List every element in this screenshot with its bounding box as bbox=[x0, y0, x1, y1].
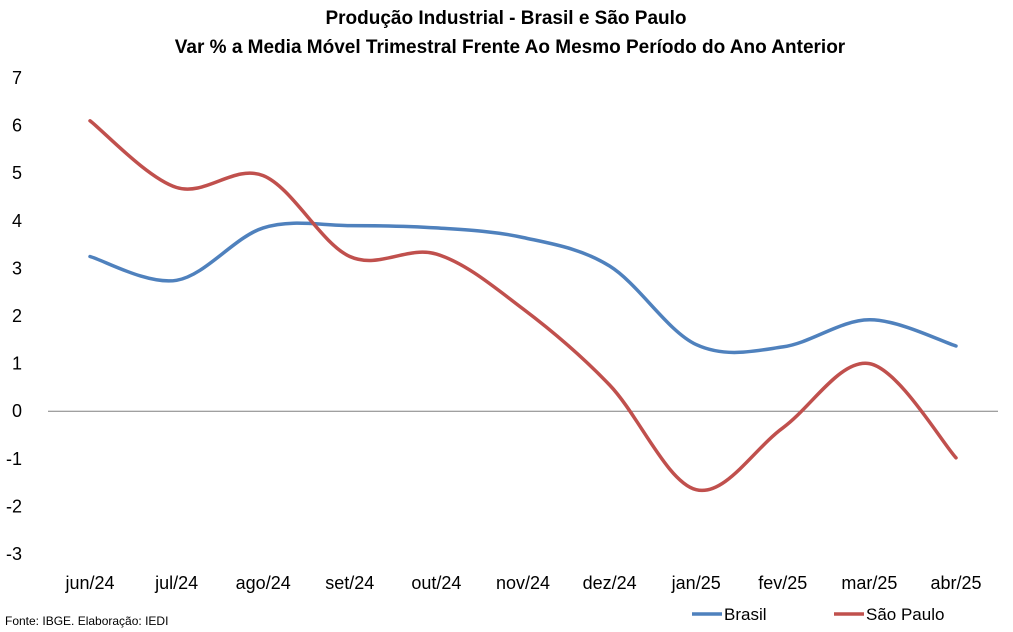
legend-label-sao-paulo: São Paulo bbox=[866, 605, 944, 624]
legend-label-brasil: Brasil bbox=[724, 605, 767, 624]
y-axis-ticks: 7 6 5 4 3 2 1 0 -1 -2 -3 bbox=[6, 68, 22, 564]
y-tick-label: 6 bbox=[12, 116, 22, 136]
x-tick-label: out/24 bbox=[411, 573, 461, 593]
x-tick-label: fev/25 bbox=[758, 573, 807, 593]
x-tick-label: set/24 bbox=[325, 573, 374, 593]
series-lines bbox=[88, 119, 958, 493]
x-tick-label: jun/24 bbox=[64, 573, 114, 593]
series-line-sao-paulo bbox=[88, 119, 958, 493]
y-tick-label: 5 bbox=[12, 163, 22, 183]
y-tick-label: 7 bbox=[12, 68, 22, 88]
x-tick-label: nov/24 bbox=[496, 573, 550, 593]
x-tick-label: mar/25 bbox=[841, 573, 897, 593]
y-tick-label: 2 bbox=[12, 306, 22, 326]
x-tick-label: ago/24 bbox=[236, 573, 291, 593]
x-tick-label: jul/24 bbox=[154, 573, 198, 593]
y-tick-label: -2 bbox=[6, 496, 22, 516]
legend: Brasil São Paulo bbox=[692, 605, 944, 624]
y-tick-label: -1 bbox=[6, 449, 22, 469]
source-note: Fonte: IBGE. Elaboração: IEDI bbox=[5, 614, 168, 628]
y-tick-label: -3 bbox=[6, 544, 22, 564]
x-tick-label: abr/25 bbox=[930, 573, 981, 593]
y-tick-label: 0 bbox=[12, 401, 22, 421]
x-tick-label: jan/25 bbox=[671, 573, 721, 593]
series-line-brasil bbox=[88, 221, 958, 355]
chart-title: Produção Industrial - Brasil e São Paulo bbox=[325, 8, 686, 29]
y-tick-label: 3 bbox=[12, 258, 22, 278]
x-tick-label: dez/24 bbox=[583, 573, 637, 593]
y-tick-label: 1 bbox=[12, 354, 22, 374]
chart-subtitle: Var % a Media Móvel Trimestral Frente Ao… bbox=[175, 37, 846, 58]
y-tick-label: 4 bbox=[12, 211, 22, 231]
x-axis-ticks: jun/24 jul/24 ago/24 set/24 out/24 nov/24 dez/… bbox=[64, 573, 981, 593]
